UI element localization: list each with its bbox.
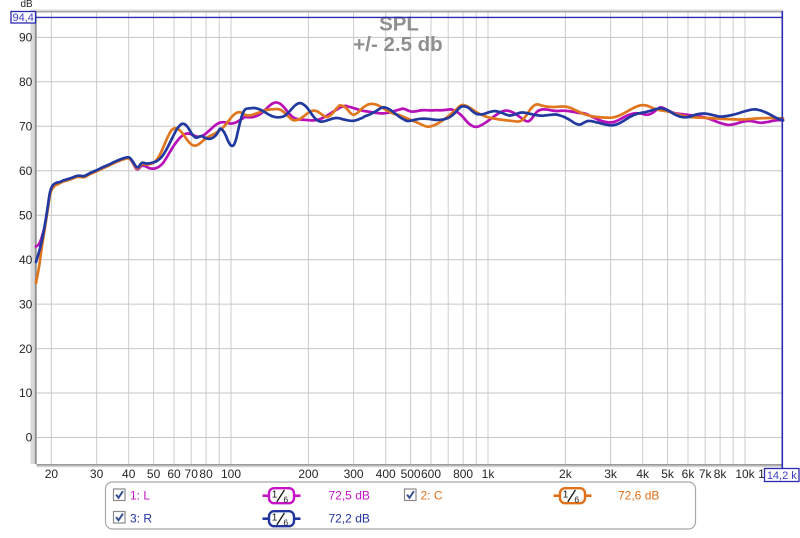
svg-text:72,2 dB: 72,2 dB [329,512,370,526]
svg-text:10k: 10k [735,467,755,481]
svg-text:80: 80 [199,467,213,481]
svg-text:72,5 dB: 72,5 dB [329,489,370,503]
svg-text:20: 20 [45,467,59,481]
svg-text:1: L: 1: L [130,489,150,503]
svg-text:100: 100 [221,467,241,481]
svg-text:90: 90 [19,31,33,45]
svg-text:80: 80 [19,75,33,89]
svg-text:70: 70 [185,467,199,481]
svg-text:2k: 2k [559,467,573,481]
svg-text:600: 600 [421,467,441,481]
svg-text:50: 50 [147,467,161,481]
svg-text:60: 60 [167,467,181,481]
svg-text:6k: 6k [682,467,696,481]
svg-text:7k: 7k [699,467,713,481]
svg-text:3k: 3k [604,467,618,481]
svg-text:30: 30 [19,297,33,311]
svg-text:30: 30 [90,467,104,481]
svg-text:40: 40 [122,467,136,481]
svg-text:50: 50 [19,208,33,222]
svg-text:10: 10 [19,386,33,400]
svg-text:1: 1 [272,490,278,501]
svg-text:60: 60 [19,164,33,178]
svg-text:0: 0 [26,431,33,445]
svg-text:800: 800 [453,467,473,481]
svg-text:1k: 1k [482,467,496,481]
svg-text:1: 1 [758,467,765,481]
svg-text:dB: dB [21,0,34,10]
svg-text:70: 70 [19,120,33,134]
svg-text:500: 500 [401,467,421,481]
svg-text:400: 400 [376,467,396,481]
svg-text:SPL: SPL [379,13,419,36]
svg-text:94,4: 94,4 [12,12,33,24]
svg-text:300: 300 [344,467,364,481]
svg-text:4k: 4k [636,467,650,481]
svg-text:+/- 2.5 db: +/- 2.5 db [353,33,442,56]
svg-text:6: 6 [574,494,579,504]
svg-text:200: 200 [298,467,318,481]
svg-text:72,6 dB: 72,6 dB [618,489,659,503]
svg-text:1: 1 [272,513,278,524]
svg-text:3: R: 3: R [130,512,152,526]
svg-text:1: 1 [563,490,569,501]
svg-text:40: 40 [19,253,33,267]
svg-text:2: C: 2: C [421,489,443,503]
svg-text:6: 6 [283,517,288,527]
svg-text:14,2 k: 14,2 k [767,470,797,482]
svg-text:5k: 5k [661,467,675,481]
svg-text:20: 20 [19,342,33,356]
svg-text:6: 6 [283,494,288,504]
svg-text:8k: 8k [714,467,728,481]
